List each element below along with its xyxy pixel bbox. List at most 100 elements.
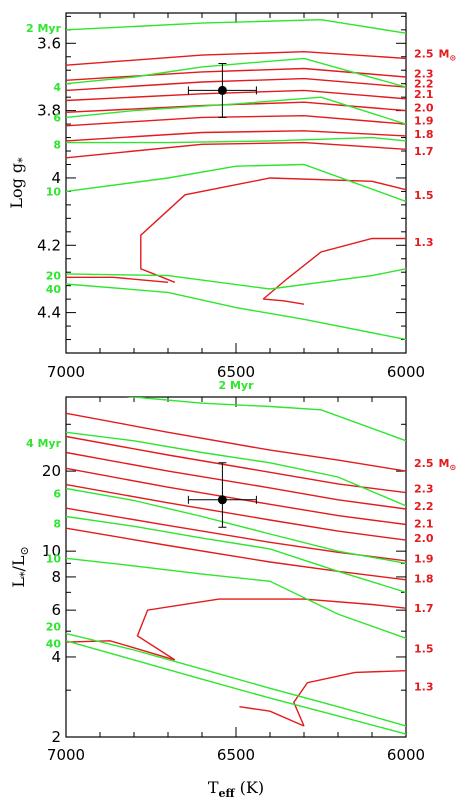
- y-tick-label: 3.6: [37, 34, 61, 52]
- isochrone: [66, 96, 406, 125]
- mass-track: [66, 483, 406, 541]
- isochrone: [66, 640, 406, 735]
- mass-track: [239, 706, 305, 727]
- mass-track: [66, 412, 406, 472]
- mass-track: [140, 177, 406, 283]
- x-tick-label: 6500: [217, 363, 255, 381]
- mass-value: 1.5: [414, 643, 434, 656]
- mass-track: [262, 237, 406, 300]
- age-label: 6: [53, 111, 61, 124]
- age-label: 2 Myr: [218, 379, 254, 392]
- age-label: 10: [46, 552, 62, 565]
- mass-labels-top: 2.5 M⊙ 2.32.22.12.01.91.8 1.7 1.5 1.3: [414, 47, 456, 249]
- panel-luminosity: 2 4 6 8 10 20 7000 6500 6000 2.5 M⊙ 2.3 2.2 2.12.0 1…: [9, 379, 456, 800]
- y-tick-label: 8: [51, 568, 61, 586]
- tick-marks-bottom: [65, 397, 407, 738]
- y-tick-label: 10: [42, 542, 61, 560]
- mass-label: 2.0: [414, 101, 434, 114]
- mass-tracks-top: [66, 50, 406, 305]
- mass-track: [66, 101, 406, 113]
- age-label: 20: [46, 270, 62, 283]
- mass-value: 2.5: [414, 47, 434, 60]
- mass-label: 2.2: [414, 500, 434, 513]
- mass-track: [263, 298, 305, 305]
- age-label: 2 Myr: [26, 22, 62, 35]
- mass-unit-sub: ⊙: [449, 463, 456, 472]
- isochrones-top: [66, 18, 406, 341]
- age-label: 20: [46, 621, 62, 634]
- x-tick-labels-top: 7000 6500 6000: [47, 363, 425, 381]
- mass-track: [66, 130, 406, 142]
- mass-track: [66, 451, 406, 510]
- y-axis-label-top: Log g*: [7, 157, 29, 209]
- y-tick-label: 6: [51, 601, 61, 619]
- y-tick-labels-top: 3.6 3.8 4 4.2 4.4: [37, 34, 61, 321]
- mass-value: 1.8: [414, 572, 434, 585]
- age-label: 6: [53, 487, 61, 500]
- mass-label: 1.9: [414, 552, 434, 565]
- isochrone: [66, 57, 406, 88]
- y-tick-label: 4: [51, 169, 61, 187]
- mass-label: 1.9: [414, 115, 434, 128]
- isochrone: [66, 283, 406, 341]
- mass-track: [66, 276, 169, 283]
- mass-value: 1.3: [414, 680, 434, 693]
- mass-label: 1.3: [414, 680, 434, 693]
- x-tick-label: 6000: [387, 363, 425, 381]
- mass-unit-sub: ⊙: [449, 53, 456, 62]
- mass-track: [66, 467, 406, 526]
- isochrone: [66, 632, 406, 727]
- isochrone: [66, 136, 406, 144]
- y-axis-label-bottom: L*/L⊙: [9, 546, 31, 587]
- mass-track: [66, 141, 406, 159]
- age-labels-bottom: 2 Myr 4 Myr 6 8 10 20 40: [26, 379, 254, 650]
- data-point-bottom: [187, 462, 257, 528]
- mass-track: [66, 50, 406, 66]
- mass-label: 1.5: [414, 189, 434, 202]
- mass-label: 1.7: [414, 602, 434, 615]
- x-tick-label: 6500: [217, 746, 255, 764]
- x-tick-label: 7000: [47, 363, 85, 381]
- mass-value: 2.0: [414, 532, 434, 545]
- x-tick-label: 7000: [47, 746, 85, 764]
- age-label: 8: [53, 518, 61, 531]
- isochrone: [66, 557, 406, 639]
- isochrone: [66, 515, 406, 593]
- x-tick-labels-bottom: 7000 6500 6000: [47, 746, 425, 764]
- mass-track: [66, 114, 406, 127]
- panel-log-g: 3.63.844.24.4 7000 6500 6000 2.5 M⊙2.32.22.…: [7, 12, 456, 381]
- mass-label: 1.8: [414, 572, 434, 585]
- mass-labels-bottom: 2.5 M⊙ 2.3 2.2 2.12.0 1.9 1.8 1.7 1.5 1.3: [414, 457, 456, 694]
- mass-value: 1.8: [414, 128, 434, 141]
- y-tick-label: 2: [51, 728, 61, 746]
- y-tick-label: 4.4: [37, 304, 61, 322]
- mass-value: 2.0: [414, 101, 434, 114]
- isochrone: [66, 163, 406, 203]
- mass-track: [66, 507, 406, 562]
- age-label: 8: [53, 138, 61, 151]
- plot-frame-bottom: [65, 396, 407, 738]
- isochrone: [66, 268, 406, 290]
- mass-track: [66, 527, 406, 581]
- y-tick-label: 20: [42, 462, 61, 480]
- mass-label: 1.5: [414, 643, 434, 656]
- mass-value: 1.3: [414, 236, 434, 249]
- mass-value: 1.7: [414, 145, 434, 158]
- mass-value: 2.3: [414, 483, 434, 496]
- mass-label: 2.0: [414, 532, 434, 545]
- data-point: [217, 495, 227, 505]
- mass-track: [66, 77, 406, 92]
- mass-value: 2.5: [414, 457, 434, 470]
- mass-unit: M: [439, 47, 450, 60]
- mass-label: 2.2: [414, 78, 434, 91]
- mass-label: 2.3: [414, 483, 434, 496]
- age-label: 10: [46, 185, 62, 198]
- mass-label: 1.3: [414, 236, 434, 249]
- data-point-top: [187, 62, 257, 118]
- isochrone: [66, 18, 406, 34]
- mass-label: 1.8: [414, 128, 434, 141]
- mass-value: 2.2: [414, 78, 434, 91]
- age-label: 4: [53, 81, 61, 94]
